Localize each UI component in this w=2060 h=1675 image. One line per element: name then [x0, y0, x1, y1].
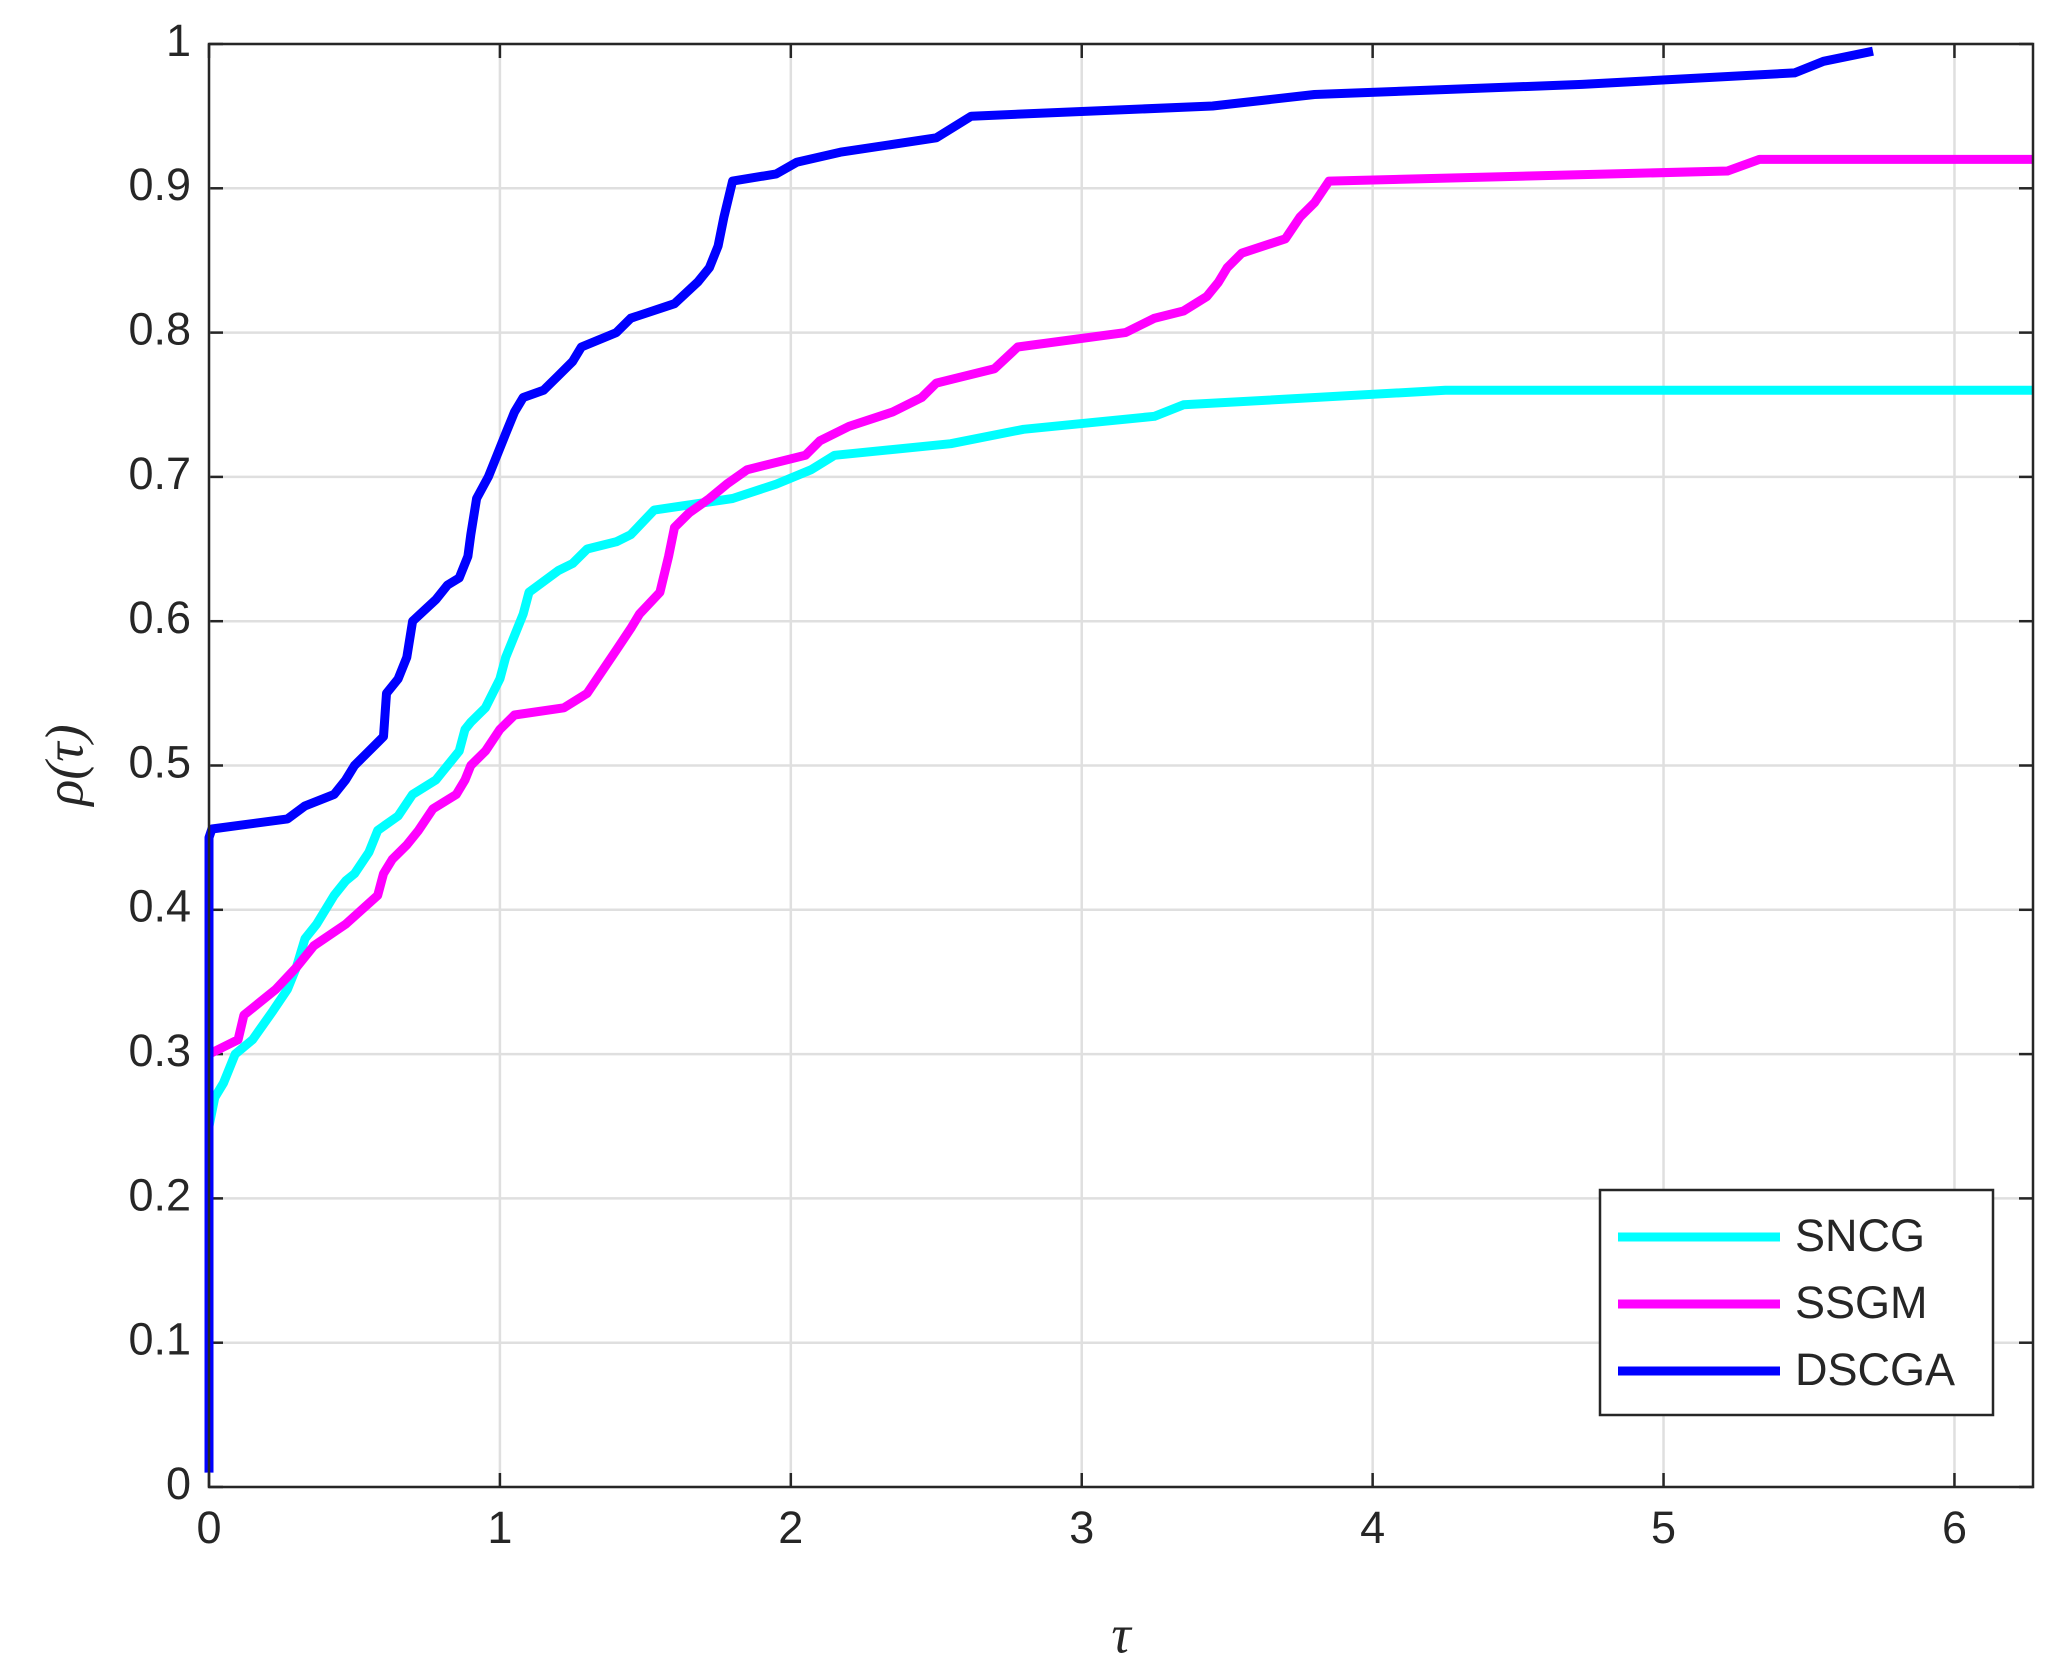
x-tick-label: 3	[1069, 1502, 1094, 1553]
y-tick-label: 0.6	[128, 592, 191, 643]
x-tick-label: 4	[1360, 1502, 1385, 1553]
y-tick-label: 0.9	[128, 159, 191, 210]
y-tick-label: 1	[166, 15, 191, 66]
legend-label: SSGM	[1795, 1277, 1928, 1328]
legend-label: DSCGA	[1795, 1344, 1955, 1395]
x-tick-label: 6	[1942, 1502, 1967, 1553]
y-tick-label: 0.8	[128, 303, 191, 354]
plot-frame	[207, 42, 2035, 1489]
x-tick-label: 5	[1651, 1502, 1676, 1553]
y-axis-label: ρ(τ)	[34, 724, 94, 807]
y-tick-label: 0	[166, 1458, 191, 1509]
legend-label: SNCG	[1795, 1210, 1925, 1261]
y-tick-label: 0.3	[128, 1025, 191, 1076]
data-line	[207, 154, 2033, 1059]
x-tick-label: 1	[487, 1502, 512, 1553]
y-tick-label: 0.5	[128, 736, 191, 787]
x-tick-label: 2	[778, 1502, 803, 1553]
x-tick-label: 0	[196, 1502, 221, 1553]
y-tick-label: 0.2	[128, 1169, 191, 1220]
x-axis-label: τ	[1111, 1604, 1132, 1664]
y-tick-label: 0.4	[128, 881, 191, 932]
y-tick-label: 0.7	[128, 448, 191, 499]
y-tick-label: 0.1	[128, 1314, 191, 1365]
data-line	[204, 46, 1874, 1473]
